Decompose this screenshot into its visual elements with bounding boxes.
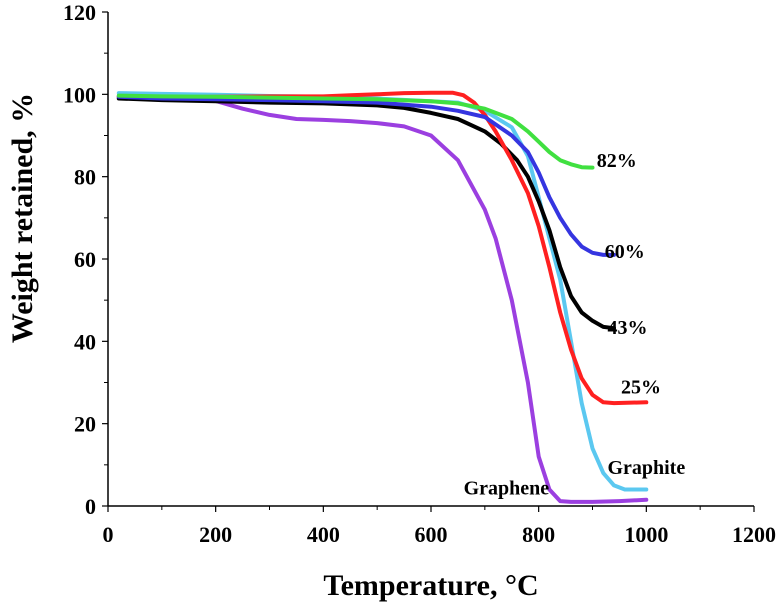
annotation-label: Graphite [607, 457, 685, 479]
series-lines [116, 90, 649, 504]
x-tick-label: 800 [522, 522, 555, 547]
x-tick-label: 600 [415, 522, 448, 547]
y-tick-label: 120 [63, 0, 96, 25]
y-tick-label: 40 [74, 329, 96, 354]
y-tick-label: 80 [74, 165, 96, 190]
annotation-label: 25% [621, 377, 661, 399]
series-line-4 [116, 90, 649, 406]
series-line-3 [116, 96, 616, 331]
annotations: 82% 60% 43% 25% Graphite Graphene [464, 150, 686, 499]
y-tick-label: 0 [85, 494, 96, 519]
y-tick-label: 20 [74, 412, 96, 437]
x-tick-label: 200 [199, 522, 232, 547]
y-axis-title: Weight retained, % [6, 93, 39, 343]
axes: 0 200 400 600 800 1000 1200 0 20 40 60 80 100 120 [63, 0, 776, 547]
x-tick-label: 400 [307, 522, 340, 547]
annotation-label: 82% [597, 150, 637, 172]
annotation-label: Graphene [464, 477, 550, 499]
x-axis-title: Temperature, °C [323, 569, 538, 602]
x-tick-label: 1000 [624, 522, 668, 547]
x-tick-label: 0 [103, 522, 114, 547]
series-line-5 [116, 94, 616, 257]
y-tick-label: 100 [63, 82, 96, 107]
x-tick-label: 1200 [732, 522, 776, 547]
y-tick-label: 60 [74, 247, 96, 272]
annotation-label: 43% [607, 317, 647, 339]
annotation-label: 60% [605, 241, 645, 263]
series-line-1 [116, 95, 649, 504]
series-line-6 [116, 93, 595, 170]
